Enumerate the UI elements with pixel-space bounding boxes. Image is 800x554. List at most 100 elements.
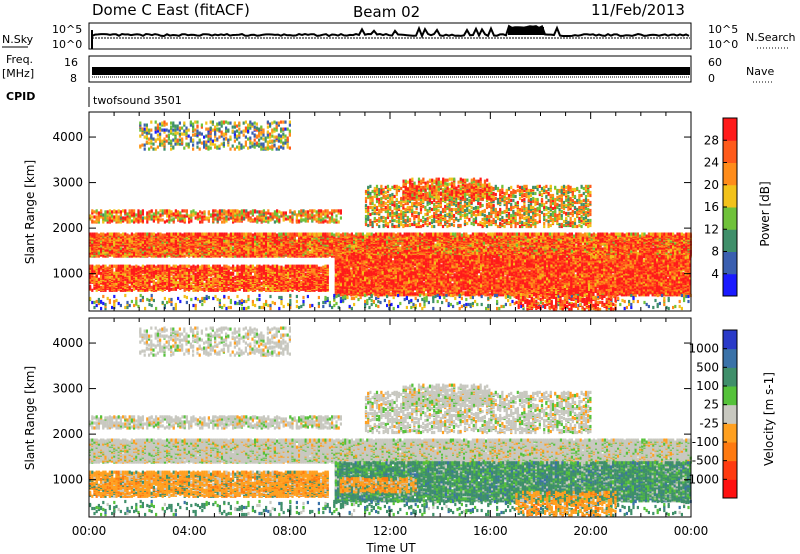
power-cell	[168, 237, 171, 241]
power-cell	[144, 232, 147, 236]
power-cell	[227, 238, 230, 242]
power-cell	[100, 253, 103, 257]
power-cell	[447, 232, 450, 236]
power-cell	[93, 240, 96, 244]
power-cell	[579, 236, 582, 240]
power-cell	[216, 232, 219, 236]
power-cell	[199, 248, 202, 252]
power-cell	[265, 239, 268, 243]
power-cell	[597, 232, 600, 236]
power-cell	[135, 246, 138, 250]
power-cell	[337, 234, 340, 238]
power-cell	[641, 232, 644, 236]
power-cell	[309, 236, 312, 240]
power-cell	[97, 246, 100, 250]
power-cell	[322, 247, 325, 251]
cpid-row: CPID twofsound 3501	[6, 87, 182, 107]
power-cell	[227, 233, 230, 237]
power-cell	[267, 248, 270, 252]
power-cell	[133, 252, 136, 256]
power-cell	[183, 254, 186, 258]
power-cell	[260, 247, 263, 251]
power-cell	[491, 232, 494, 236]
power-cell	[166, 240, 169, 244]
power-cell	[643, 232, 646, 236]
power-cell	[177, 236, 180, 240]
power-cell	[95, 249, 98, 253]
cpid-value: twofsound 3501	[93, 94, 182, 107]
power-cell	[139, 242, 142, 246]
power-cell	[91, 251, 94, 255]
power-cell	[159, 239, 162, 243]
power-cell	[139, 247, 142, 251]
power-cell	[293, 234, 296, 238]
power-cell	[254, 234, 257, 238]
power-cell	[350, 234, 353, 238]
power-cell	[203, 246, 206, 250]
power-cell	[102, 232, 105, 236]
power-cell	[355, 244, 358, 248]
power-cell	[117, 252, 120, 256]
power-cell	[203, 254, 206, 258]
power-cell	[177, 248, 180, 252]
power-cell	[291, 238, 294, 242]
power-cell	[293, 254, 296, 258]
power-cell	[379, 243, 382, 247]
nave-tick-top: 60	[708, 56, 722, 69]
power-cell	[348, 243, 351, 247]
power-cell	[295, 232, 298, 236]
power-cell	[287, 253, 290, 257]
power-cell	[194, 232, 197, 236]
power-cell	[258, 232, 261, 236]
power-cell	[236, 251, 239, 255]
power-cell	[628, 232, 631, 236]
power-cell	[331, 246, 334, 250]
power-cell	[223, 246, 226, 250]
power-cell	[599, 232, 602, 236]
power-cell	[185, 240, 188, 244]
power-cell	[265, 243, 268, 247]
nave-tick-bottom: 0	[708, 72, 715, 85]
power-cell	[559, 248, 562, 252]
power-cell	[203, 244, 206, 248]
power-cell	[282, 240, 285, 244]
power-cell	[632, 232, 635, 236]
power-cell	[221, 245, 224, 249]
power-cell	[324, 232, 327, 236]
power-cell	[265, 236, 268, 240]
power-cell	[249, 246, 252, 250]
power-cell	[524, 232, 527, 236]
power-cell	[445, 232, 448, 236]
nsky-peak	[508, 27, 544, 35]
power-cell	[144, 246, 147, 250]
power-cell	[225, 232, 228, 236]
power-cell	[289, 243, 292, 247]
power-cell	[106, 237, 109, 241]
power-cell	[216, 251, 219, 255]
power-cell	[623, 233, 626, 237]
power-cell	[177, 250, 180, 254]
power-cell	[592, 232, 595, 236]
power-cell	[97, 238, 100, 242]
power-cell	[368, 232, 371, 236]
power-cell	[518, 232, 521, 236]
power-cell	[161, 245, 164, 249]
power-cell	[155, 249, 158, 253]
power-cell	[416, 235, 419, 239]
power-cell	[150, 232, 153, 236]
power-cell	[515, 232, 518, 236]
power-cell	[271, 247, 274, 251]
power-cell	[234, 232, 237, 236]
power-cell	[394, 235, 397, 239]
power-cell	[174, 232, 177, 236]
power-cell	[353, 251, 356, 255]
power-cell	[225, 248, 228, 252]
power-cell	[513, 232, 516, 236]
power-cell	[564, 232, 567, 236]
power-cell	[414, 244, 417, 248]
power-cell	[328, 237, 331, 241]
power-cell	[201, 246, 204, 250]
power-cell	[183, 234, 186, 238]
power-cell	[315, 232, 318, 236]
power-cell	[146, 232, 149, 236]
